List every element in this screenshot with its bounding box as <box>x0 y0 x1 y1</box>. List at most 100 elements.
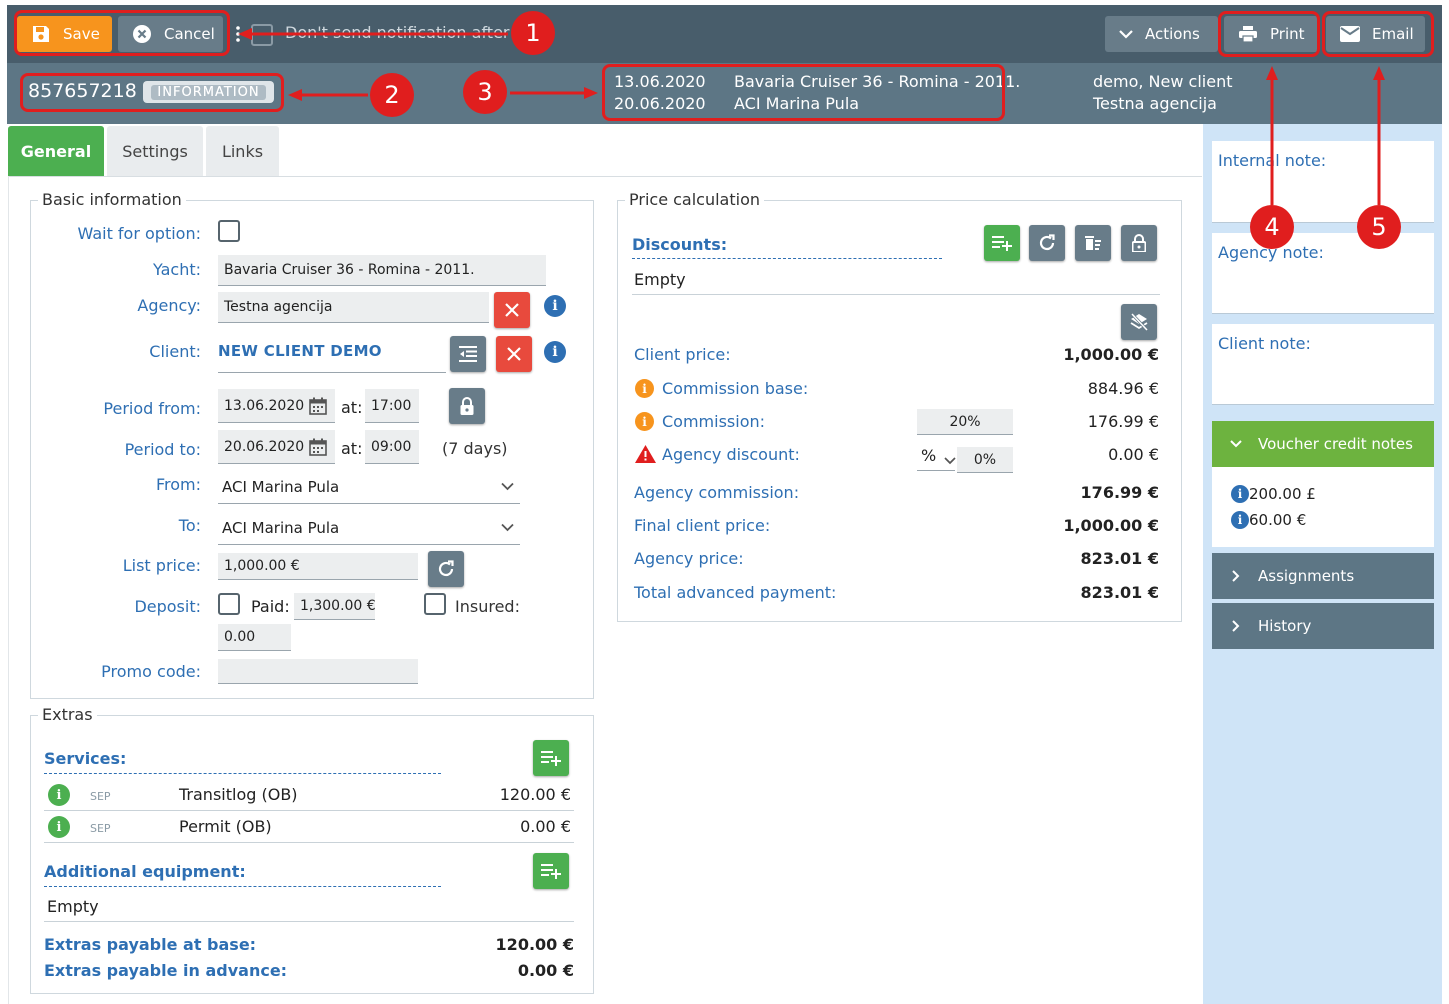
callout-marker-1: 1 <box>511 11 555 55</box>
period-from-date-input[interactable]: 13.06.2020 <box>218 389 335 423</box>
refresh-discounts-button[interactable] <box>1029 225 1065 261</box>
print-button[interactable]: Print <box>1224 16 1318 52</box>
wait-for-option-checkbox[interactable] <box>218 220 240 242</box>
agency-info-icon[interactable]: i <box>544 295 566 317</box>
calendar-icon[interactable] <box>309 438 327 460</box>
refresh-list-price-button[interactable] <box>428 551 464 587</box>
yacht-input[interactable]: Bavaria Cruiser 36 - Romina - 2011. <box>218 255 546 286</box>
layers-clear-button[interactable] <box>1121 304 1157 340</box>
row-divider <box>44 842 574 843</box>
history-header[interactable]: History <box>1212 603 1434 649</box>
client-details-button[interactable] <box>450 336 486 372</box>
remove-agency-button[interactable] <box>494 292 530 328</box>
agency-discount-label: Agency discount: <box>662 445 800 464</box>
price-calculation-group <box>617 200 1182 622</box>
promo-code-input[interactable] <box>218 659 418 684</box>
tab-links[interactable]: Links <box>206 126 279 176</box>
indent-list-icon <box>459 346 477 362</box>
agency-discount-unit-select[interactable]: % <box>917 441 955 471</box>
chevron-down-icon <box>1230 440 1242 448</box>
client-underline <box>218 372 446 373</box>
header-agency: Testna agencija <box>1093 94 1217 113</box>
playlist-add-icon <box>992 236 1012 251</box>
at-label: at: <box>341 439 363 458</box>
extras-payable-advance-value: 0.00 € <box>517 961 574 980</box>
period-from-time-input[interactable]: 17:00 <box>365 389 419 423</box>
client-info-icon[interactable]: i <box>544 341 566 363</box>
refresh-icon <box>1039 234 1055 251</box>
to-select[interactable]: ACI Marina Pula <box>218 511 520 545</box>
lock-period-button[interactable] <box>449 388 485 424</box>
voucher-info-icon[interactable]: i <box>1231 485 1249 503</box>
extras-group <box>30 715 594 994</box>
add-equipment-button[interactable] <box>533 853 569 889</box>
commission-info-icon[interactable]: i <box>635 412 654 431</box>
printer-icon <box>1238 25 1258 43</box>
period-to-date-input[interactable]: 20.06.2020 <box>218 430 335 464</box>
assignments-header[interactable]: Assignments <box>1212 553 1434 599</box>
from-select[interactable]: ACI Marina Pula <box>218 470 520 504</box>
callout-marker-4: 4 <box>1250 205 1294 249</box>
lock-icon <box>460 397 474 415</box>
callout-box-4 <box>1218 11 1320 57</box>
extras-payable-advance-label: Extras payable in advance: <box>44 961 288 980</box>
close-icon <box>505 303 519 317</box>
service-price: 0.00 € <box>520 817 571 836</box>
additional-equipment-label: Additional equipment: <box>44 862 246 881</box>
calendar-icon[interactable] <box>309 397 327 419</box>
service-info-icon[interactable]: i <box>48 784 70 806</box>
service-info-icon[interactable]: i <box>48 816 70 838</box>
voucher-credit-notes-header[interactable]: Voucher credit notes <box>1212 421 1434 467</box>
email-button[interactable]: Email <box>1326 16 1425 52</box>
agency-note-field[interactable]: Agency note: <box>1212 233 1434 314</box>
header-base: ACI Marina Pula <box>734 94 860 113</box>
list-price-input[interactable]: 1,000.00 € <box>218 553 418 580</box>
layers-off-icon <box>1130 312 1149 332</box>
cancel-icon <box>132 24 152 44</box>
deposit-amount-input[interactable]: 0.00 <box>218 624 291 651</box>
top-toolbar: Save Cancel Don't send notification afte… <box>7 5 1442 63</box>
agency-input[interactable]: Testna agencija <box>218 292 489 323</box>
voucher-info-icon[interactable]: i <box>1231 511 1249 529</box>
delete-discounts-button[interactable] <box>1075 225 1111 261</box>
final-client-price-label: Final client price: <box>634 516 771 535</box>
extras-payable-base-label: Extras payable at base: <box>44 935 257 954</box>
service-tag: SEP <box>90 822 111 835</box>
cancel-button[interactable]: Cancel <box>118 16 223 52</box>
client-note-field[interactable]: Client note: <box>1212 324 1434 405</box>
service-tag: SEP <box>90 790 111 803</box>
row-divider <box>44 921 574 922</box>
left-edge <box>8 176 9 1004</box>
callout-box-2 <box>20 73 284 112</box>
paid-input[interactable]: 1,300.00 € <box>294 593 376 620</box>
agency-price-value: 823.01 € <box>1080 549 1159 568</box>
remove-client-button[interactable] <box>496 336 532 372</box>
period-to-label: Period to: <box>124 440 201 459</box>
add-discount-button[interactable] <box>984 225 1020 261</box>
final-client-price-value: 1,000.00 € <box>1063 516 1159 535</box>
services-divider <box>44 773 441 774</box>
commission-label: Commission: <box>662 412 766 431</box>
list-price-label: List price: <box>122 556 201 575</box>
commission-percent-input[interactable]: 20% <box>917 409 1013 435</box>
service-name: Transitlog (OB) <box>179 785 298 804</box>
commission-base-info-icon[interactable]: i <box>635 379 654 398</box>
tab-general[interactable]: General <box>8 126 104 176</box>
playlist-add-icon <box>541 751 561 766</box>
agency-label: Agency: <box>137 296 201 315</box>
deposit-checkbox[interactable] <box>218 593 240 615</box>
client-label: Client: <box>149 342 201 361</box>
price-calculation-legend: Price calculation <box>625 190 764 209</box>
agency-discount-percent-input[interactable]: 0% <box>957 447 1013 473</box>
add-service-button[interactable] <box>533 740 569 776</box>
client-link[interactable]: NEW CLIENT DEMO <box>218 342 382 360</box>
client-price-label: Client price: <box>634 345 731 364</box>
agency-commission-label: Agency commission: <box>634 483 800 502</box>
row-divider <box>632 294 1160 295</box>
insured-checkbox[interactable] <box>424 593 446 615</box>
lock-discounts-button[interactable] <box>1121 225 1157 261</box>
save-button[interactable]: Save <box>17 16 112 52</box>
tab-settings[interactable]: Settings <box>107 126 203 176</box>
period-to-time-input[interactable]: 09:00 <box>365 430 419 464</box>
actions-button[interactable]: Actions <box>1105 16 1218 52</box>
